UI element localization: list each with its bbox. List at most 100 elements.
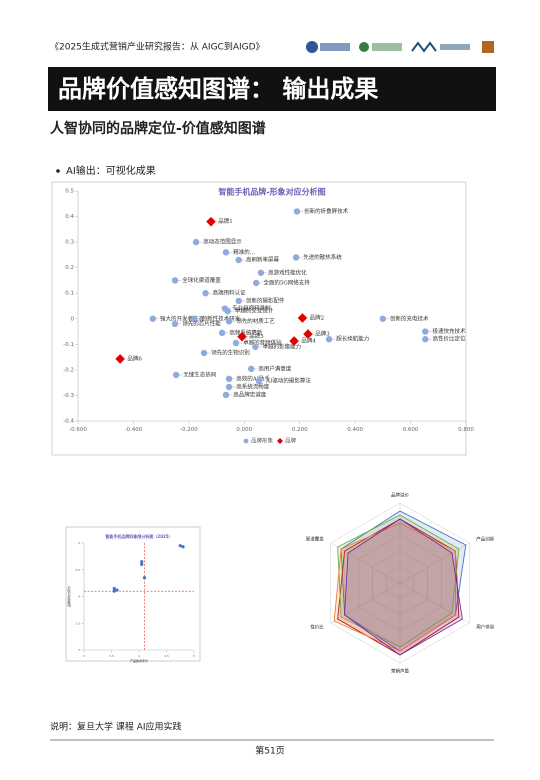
point-label: 高刷新率屏幕 — [246, 256, 280, 264]
x-tick-label: 5 — [193, 654, 195, 658]
radar-series — [337, 514, 460, 648]
point-marker — [297, 313, 308, 323]
point-marker — [112, 589, 116, 593]
chart-title: 智能手机品牌四象限分析图（2025） — [105, 533, 172, 539]
x-tick-label: 3.5 — [109, 654, 114, 658]
y-tick-label: 4 — [78, 595, 80, 599]
point-label: 卓越的音频体验 — [243, 339, 282, 347]
point-label: 专业级视频录制 — [232, 304, 271, 312]
radar-axis-label: 性价比 — [310, 624, 324, 631]
logo — [306, 41, 318, 53]
point-label: 卓越的影像能力 — [263, 342, 302, 350]
point-label: 品牌4 — [301, 337, 316, 345]
point-marker — [255, 377, 263, 385]
point-label: 创新性技术研发 — [202, 314, 241, 322]
point-marker — [172, 371, 180, 379]
radar-spoke — [399, 542, 470, 584]
x-tick-label: 4 — [138, 654, 140, 658]
page-subtitle: 人智协同的品牌定位-价值感知图谱 — [50, 120, 266, 137]
point-label: 高系统流畅度 — [236, 383, 270, 391]
y-tick-label: -0.4 — [63, 419, 74, 425]
radar-axis-label: 品牌溢价 — [391, 492, 409, 499]
bullet-dot — [56, 169, 60, 173]
x-axis-label: 产品技术评分 — [130, 658, 148, 663]
point-marker — [202, 290, 209, 297]
point-label: 高效的AI助手 — [236, 374, 270, 382]
y-tick-label: 0 — [71, 316, 75, 322]
point-label: 精准的… — [233, 248, 255, 256]
point-marker — [253, 279, 260, 287]
point-marker — [252, 343, 259, 351]
legend-label: 品牌 — [285, 437, 297, 445]
point-marker — [171, 320, 179, 328]
y-tick-label: 0.4 — [65, 214, 74, 220]
report-header: 《2025生成式营销产业研究报告：从 AIGC到AIGD》 — [50, 41, 265, 53]
radar-axis-label: 用户体验 — [476, 624, 494, 631]
point-label: 品牌2 — [310, 314, 325, 322]
point-marker — [140, 560, 144, 564]
footer-note: 说明：复旦大学 课程 AI应用实践 — [50, 721, 182, 733]
point-marker — [191, 315, 198, 322]
x-tick-label: 0.200 — [292, 427, 308, 433]
point-marker — [222, 391, 230, 399]
point-marker — [112, 586, 116, 591]
point-marker — [178, 544, 182, 548]
point-label: 高性价比定位 — [432, 335, 466, 343]
radar-spoke — [330, 582, 401, 624]
point-marker — [200, 349, 208, 357]
point-marker — [149, 315, 157, 322]
point-label: 高频系统更新 — [229, 328, 263, 336]
point-marker — [206, 216, 216, 227]
bullet-text: AI输出：可视化成果 — [66, 164, 156, 177]
point-label: 强大的开发者生态 — [160, 314, 205, 322]
y-tick-label: 0.1 — [65, 291, 74, 297]
point-marker — [235, 256, 242, 264]
point-marker — [248, 365, 255, 373]
x-tick-label: 0.000 — [236, 427, 252, 433]
point-label: 品牌1 — [218, 217, 233, 225]
logo — [320, 43, 350, 51]
point-label: 品牌3 — [315, 330, 330, 338]
point-marker — [325, 336, 333, 343]
radar-spoke — [399, 582, 470, 624]
radar-series — [333, 522, 456, 652]
logo — [482, 41, 494, 53]
legend-label: 品牌形象 — [251, 437, 274, 445]
y-tick-label: 3.5 — [75, 621, 80, 625]
point-marker — [232, 339, 240, 347]
title-band — [48, 67, 496, 111]
point-label: 先进的散热系统 — [303, 253, 342, 261]
point-marker — [171, 277, 179, 284]
y-tick-label: 0.3 — [65, 240, 74, 246]
point-marker — [224, 307, 231, 315]
x-tick-label: 0.800 — [458, 427, 474, 433]
point-label: 全面的5G网络支持 — [263, 279, 310, 287]
point-marker — [292, 254, 300, 261]
point-marker — [225, 383, 233, 391]
point-marker — [225, 318, 233, 325]
y-tick-label: 3 — [78, 648, 80, 652]
point-label: 领先的材质工艺 — [236, 317, 275, 325]
point-label: 创新的折叠屏技术 — [304, 207, 349, 215]
point-marker — [218, 329, 226, 337]
radar-axis-label: 产品创新 — [476, 536, 494, 543]
point-marker — [115, 354, 125, 364]
chart-frame — [65, 526, 201, 662]
point-label: 品牌5 — [249, 332, 264, 340]
point-marker — [181, 545, 185, 549]
radar-series — [344, 518, 463, 656]
x-tick-label: 0.600 — [403, 427, 419, 433]
point-label: 无缝生态协同 — [183, 371, 217, 379]
y-tick-label: 0.2 — [65, 265, 74, 271]
point-marker — [115, 588, 119, 592]
point-label: 全球化渠道覆盖 — [182, 276, 221, 284]
y-tick-label: -0.3 — [63, 393, 74, 399]
x-tick-label: -0.400 — [125, 427, 143, 433]
point-marker — [192, 238, 200, 246]
x-tick-label: -0.200 — [180, 427, 198, 433]
page-number: 第51页 — [255, 745, 284, 757]
point-label: AI驱动的摄影算法 — [265, 376, 311, 384]
point-marker — [422, 336, 429, 343]
radar-spoke — [330, 542, 401, 584]
